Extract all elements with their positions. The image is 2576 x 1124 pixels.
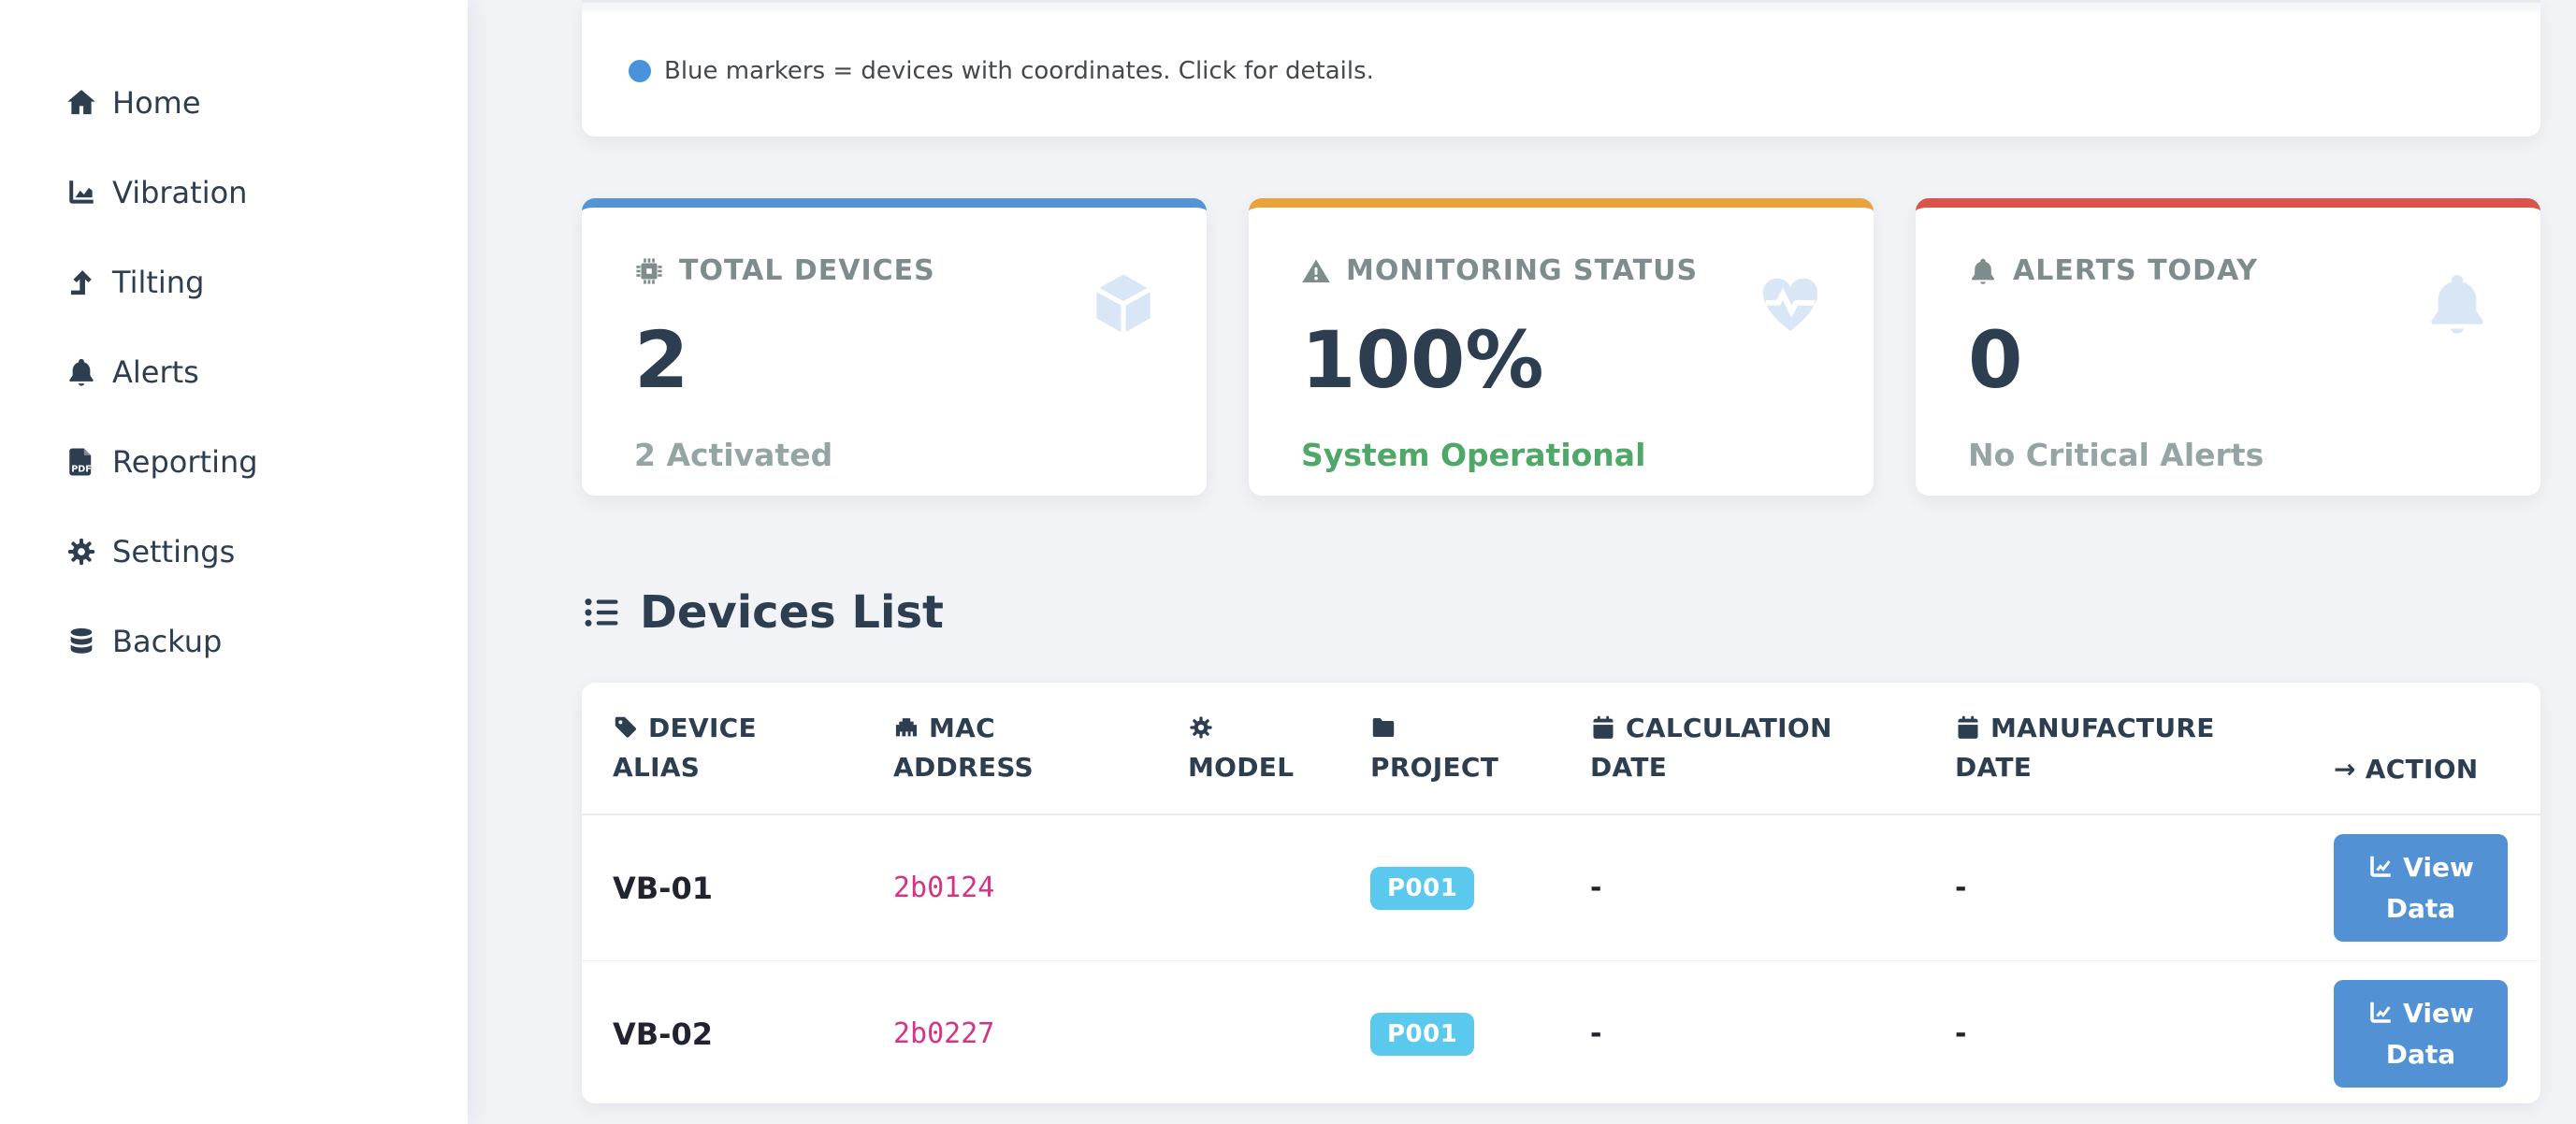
stats-row: TOTAL DEVICES 2 2 Activated MONITORING S… bbox=[582, 198, 2540, 496]
manufacture-date: - bbox=[1955, 814, 2334, 961]
sidebar-item-label: Vibration bbox=[112, 175, 248, 210]
stat-label: ALERTS TODAY bbox=[2013, 254, 2259, 287]
bell-icon bbox=[2423, 269, 2492, 339]
arrow-right-icon: → bbox=[2334, 754, 2356, 785]
mac-address-cell: 2b0227 bbox=[893, 961, 1188, 1104]
arrow-turn-up-icon bbox=[65, 267, 97, 298]
calculation-date: - bbox=[1590, 814, 1955, 961]
action-cell: View Data bbox=[2334, 961, 2540, 1104]
folder-icon bbox=[1370, 714, 1397, 741]
column-header-project: PROJECT bbox=[1370, 683, 1590, 815]
device-model bbox=[1188, 814, 1370, 961]
chart-line-icon bbox=[2367, 1000, 2394, 1026]
stat-subtitle: 2 Activated bbox=[634, 437, 833, 473]
column-header-calculation-date: CALCULATION DATE bbox=[1590, 683, 1955, 815]
mac-address-cell: 2b0124 bbox=[893, 814, 1188, 961]
stat-label-row: MONITORING STATUS bbox=[1301, 254, 1821, 287]
device-model bbox=[1188, 961, 1370, 1104]
project-badge: P001 bbox=[1370, 866, 1475, 910]
mac-address: 2b0124 bbox=[893, 872, 995, 904]
microchip-icon bbox=[634, 256, 664, 286]
tag-icon bbox=[613, 714, 639, 741]
sidebar-item-vibration[interactable]: Vibration bbox=[0, 148, 468, 238]
sidebar-item-label: Tilting bbox=[112, 265, 205, 300]
calculation-date: - bbox=[1590, 1017, 1602, 1050]
ethernet-icon bbox=[893, 714, 919, 741]
heart-pulse-icon bbox=[1756, 269, 1825, 339]
stat-label-row: TOTAL DEVICES bbox=[634, 254, 1154, 287]
page-title: Devices List bbox=[640, 586, 944, 639]
gear-icon bbox=[65, 536, 97, 568]
sidebar-item-alerts[interactable]: Alerts bbox=[0, 327, 468, 417]
sidebar: Home Vibration Tilting Alerts Reporting … bbox=[0, 0, 468, 1124]
view-data-button[interactable]: View Data bbox=[2334, 834, 2508, 942]
gear-icon bbox=[1188, 714, 1214, 741]
bell-icon bbox=[65, 356, 97, 388]
table-row: VB-01 2b0124 P001 - - View Data bbox=[582, 814, 2540, 961]
house-icon bbox=[65, 87, 97, 119]
blue-marker-dot-icon bbox=[629, 60, 651, 82]
view-data-button[interactable]: View Data bbox=[2334, 980, 2508, 1088]
stat-value: 2 bbox=[634, 314, 689, 406]
stat-subtitle: No Critical Alerts bbox=[1968, 437, 2265, 473]
stat-value: 0 bbox=[1968, 314, 2023, 406]
sidebar-item-reporting[interactable]: Reporting bbox=[0, 417, 468, 507]
devices-table: DEVICE ALIAS MAC ADDRESS MODEL PROJECT C… bbox=[582, 683, 2540, 1103]
stat-value: 100% bbox=[1301, 314, 1544, 406]
stat-card-total-devices: TOTAL DEVICES 2 2 Activated bbox=[582, 198, 1207, 496]
device-alias: VB-01 bbox=[582, 814, 893, 961]
column-header-model: MODEL bbox=[1188, 683, 1370, 815]
sidebar-item-label: Alerts bbox=[112, 354, 199, 390]
column-header-mac-address: MAC ADDRESS bbox=[893, 683, 1188, 815]
table-row: VB-02 2b0227 P001 - - View Data bbox=[582, 961, 2540, 1104]
calendar-icon bbox=[1955, 714, 1981, 741]
sidebar-item-settings[interactable]: Settings bbox=[0, 507, 468, 597]
column-header-manufacture-date: MANUFACTURE DATE bbox=[1955, 683, 2334, 815]
calendar-icon bbox=[1590, 714, 1616, 741]
device-alias: VB-02 bbox=[613, 1016, 713, 1052]
project-badge: P001 bbox=[1370, 1012, 1475, 1056]
file-pdf-icon bbox=[65, 446, 97, 478]
stat-subtitle: System Operational bbox=[1301, 437, 1646, 473]
stat-label: TOTAL DEVICES bbox=[679, 254, 935, 287]
sidebar-item-label: Settings bbox=[112, 534, 236, 569]
sidebar-item-tilting[interactable]: Tilting bbox=[0, 238, 468, 327]
stat-card-alerts-today: ALERTS TODAY 0 No Critical Alerts bbox=[1916, 198, 2540, 496]
sidebar-item-home[interactable]: Home bbox=[0, 58, 468, 148]
sidebar-item-backup[interactable]: Backup bbox=[0, 597, 468, 686]
cube-icon bbox=[1089, 269, 1158, 339]
sidebar-item-label: Reporting bbox=[112, 444, 258, 480]
table-header-row: DEVICE ALIAS MAC ADDRESS MODEL PROJECT C… bbox=[582, 683, 2540, 815]
chart-area-icon bbox=[65, 177, 97, 209]
devices-table-card: DEVICE ALIAS MAC ADDRESS MODEL PROJECT C… bbox=[582, 683, 2540, 1103]
chart-line-icon bbox=[2367, 854, 2394, 880]
sidebar-item-label: Backup bbox=[112, 624, 223, 659]
map-note-text: Blue markers = devices with coordinates.… bbox=[664, 57, 1374, 85]
list-ul-icon bbox=[582, 593, 621, 632]
map-legend-note: Blue markers = devices with coordinates.… bbox=[582, 57, 2540, 85]
sidebar-item-label: Home bbox=[112, 85, 201, 121]
database-icon bbox=[65, 626, 97, 657]
devices-list-heading: Devices List bbox=[582, 585, 2540, 640]
project-cell: P001 bbox=[1370, 961, 1590, 1104]
column-header-device-alias: DEVICE ALIAS bbox=[582, 683, 893, 815]
triangle-exclamation-icon bbox=[1301, 256, 1331, 286]
bell-icon bbox=[1968, 256, 1998, 286]
column-header-action: → ACTION bbox=[2334, 683, 2540, 815]
stat-card-monitoring-status: MONITORING STATUS 100% System Operationa… bbox=[1249, 198, 1874, 496]
stat-label-row: ALERTS TODAY bbox=[1968, 254, 2488, 287]
sidebar-nav: Home Vibration Tilting Alerts Reporting … bbox=[0, 0, 468, 686]
action-cell: View Data bbox=[2334, 814, 2540, 961]
mac-address: 2b0227 bbox=[893, 1017, 995, 1050]
stat-label: MONITORING STATUS bbox=[1346, 254, 1699, 287]
project-cell: P001 bbox=[1370, 814, 1590, 961]
manufacture-date: - bbox=[1955, 1017, 1967, 1050]
map-card: Blue markers = devices with coordinates.… bbox=[582, 0, 2540, 137]
map-bottom-edge bbox=[582, 0, 2540, 16]
main-content: Blue markers = devices with coordinates.… bbox=[468, 0, 2576, 1103]
